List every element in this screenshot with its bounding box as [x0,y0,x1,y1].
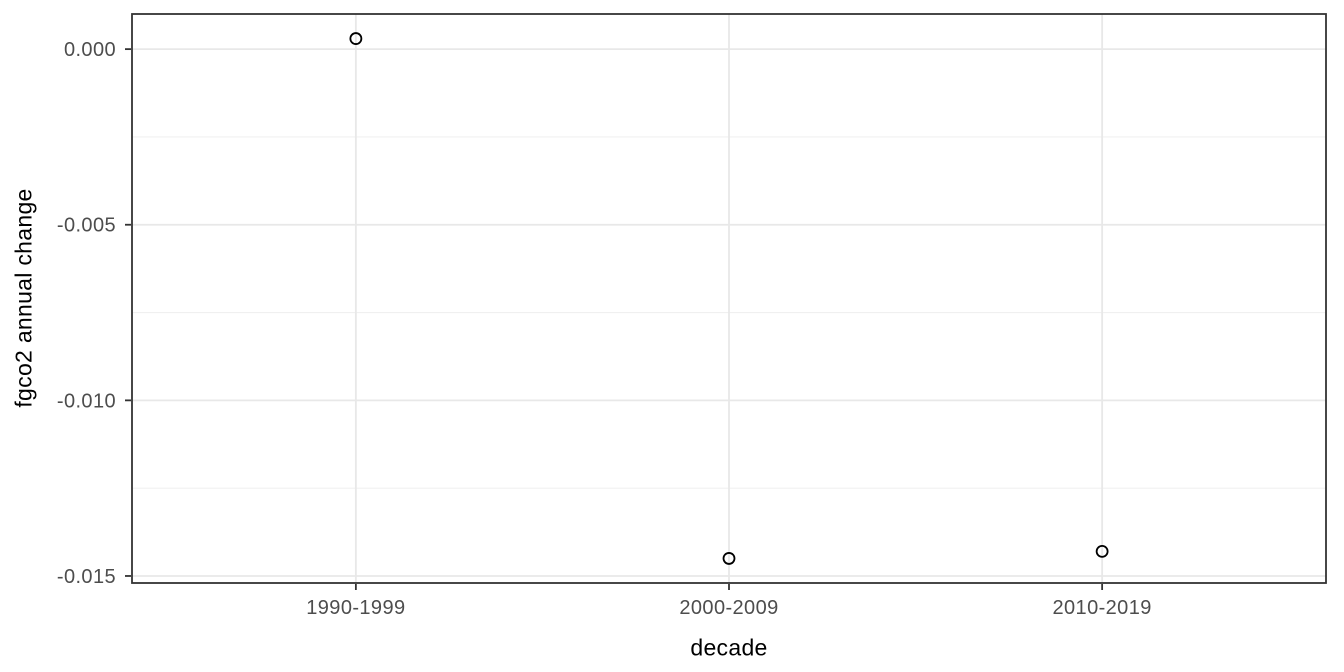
x-tick-label: 1990-1999 [306,597,405,619]
panel-border [131,13,1327,584]
data-point [349,32,363,45]
y-tick-label: 0.000 [64,39,116,61]
x-tick-label: 2010-2019 [1053,597,1152,619]
data-point [722,552,736,565]
y-tick-label: -0.010 [57,390,116,412]
y-axis-title: fgco2 annual change [10,188,37,408]
y-tick-label: -0.015 [57,566,116,588]
x-tick-label: 2000-2009 [679,597,778,619]
y-tick-label: -0.005 [57,215,116,237]
data-point [1095,544,1109,558]
x-axis-title: decade [690,634,768,661]
